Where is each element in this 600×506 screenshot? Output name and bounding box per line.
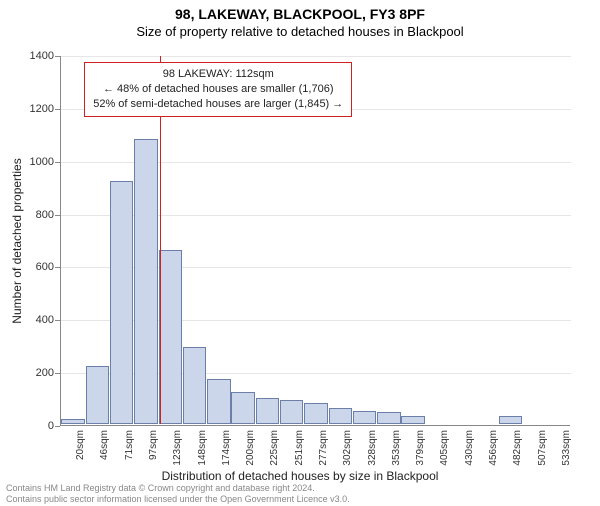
x-tick-label: 507sqm bbox=[537, 430, 548, 466]
x-tick-label: 302sqm bbox=[342, 430, 353, 466]
annotation-line1: 98 LAKEWAY: 112sqm bbox=[93, 67, 343, 82]
bar bbox=[280, 400, 303, 424]
y-tick-label: 800 bbox=[0, 209, 54, 221]
x-tick-label: 430sqm bbox=[464, 430, 475, 466]
y-tick-label: 1000 bbox=[0, 156, 54, 168]
bar bbox=[304, 403, 327, 424]
y-tick-label: 200 bbox=[0, 367, 54, 379]
x-tick-label: 533sqm bbox=[561, 430, 572, 466]
bar bbox=[207, 379, 230, 424]
chart-area: 98 LAKEWAY: 112sqm ← 48% of detached hou… bbox=[60, 56, 570, 426]
footer-line2: Contains public sector information licen… bbox=[6, 494, 350, 504]
bar bbox=[183, 347, 206, 424]
page-subtitle: Size of property relative to detached ho… bbox=[0, 24, 600, 39]
x-tick-label: 97sqm bbox=[148, 430, 159, 460]
bar bbox=[401, 416, 424, 424]
y-tick-label: 600 bbox=[0, 261, 54, 273]
bar bbox=[353, 411, 376, 424]
gridline bbox=[61, 56, 571, 57]
bar bbox=[159, 250, 182, 424]
y-tick-label: 400 bbox=[0, 314, 54, 326]
x-tick-label: 20sqm bbox=[75, 430, 86, 460]
page-title: 98, LAKEWAY, BLACKPOOL, FY3 8PF bbox=[0, 6, 600, 22]
bar bbox=[110, 181, 133, 424]
y-tick-label: 1400 bbox=[0, 50, 54, 62]
x-tick-label: 482sqm bbox=[512, 430, 523, 466]
x-tick-label: 353sqm bbox=[391, 430, 402, 466]
x-tick-label: 123sqm bbox=[172, 430, 183, 466]
bar bbox=[329, 408, 352, 424]
bar bbox=[86, 366, 109, 424]
x-tick-label: 405sqm bbox=[439, 430, 450, 466]
bar bbox=[377, 412, 400, 424]
annotation-box: 98 LAKEWAY: 112sqm ← 48% of detached hou… bbox=[84, 62, 352, 117]
annotation-line2: ← 48% of detached houses are smaller (1,… bbox=[93, 82, 343, 97]
x-tick-label: 277sqm bbox=[318, 430, 329, 466]
y-axis-label: Number of detached properties bbox=[10, 158, 24, 323]
y-tick-label: 0 bbox=[0, 420, 54, 432]
x-tick-label: 456sqm bbox=[488, 430, 499, 466]
bar bbox=[134, 139, 157, 424]
x-tick-label: 46sqm bbox=[99, 430, 110, 460]
x-tick-label: 225sqm bbox=[269, 430, 280, 466]
y-tick-label: 1200 bbox=[0, 103, 54, 115]
x-axis-label: Distribution of detached houses by size … bbox=[0, 469, 600, 483]
x-tick-label: 200sqm bbox=[245, 430, 256, 466]
x-tick-label: 379sqm bbox=[415, 430, 426, 466]
footer-line1: Contains HM Land Registry data © Crown c… bbox=[6, 483, 350, 493]
x-tick-label: 328sqm bbox=[367, 430, 378, 466]
x-tick-label: 174sqm bbox=[221, 430, 232, 466]
bar bbox=[231, 392, 254, 424]
annotation-line3: 52% of semi-detached houses are larger (… bbox=[93, 97, 343, 112]
x-tick-label: 71sqm bbox=[124, 430, 135, 460]
x-tick-label: 148sqm bbox=[197, 430, 208, 466]
footer-credits: Contains HM Land Registry data © Crown c… bbox=[6, 483, 350, 504]
bar bbox=[61, 419, 84, 424]
bar bbox=[499, 416, 522, 424]
bar bbox=[256, 398, 279, 424]
x-tick-label: 251sqm bbox=[294, 430, 305, 466]
